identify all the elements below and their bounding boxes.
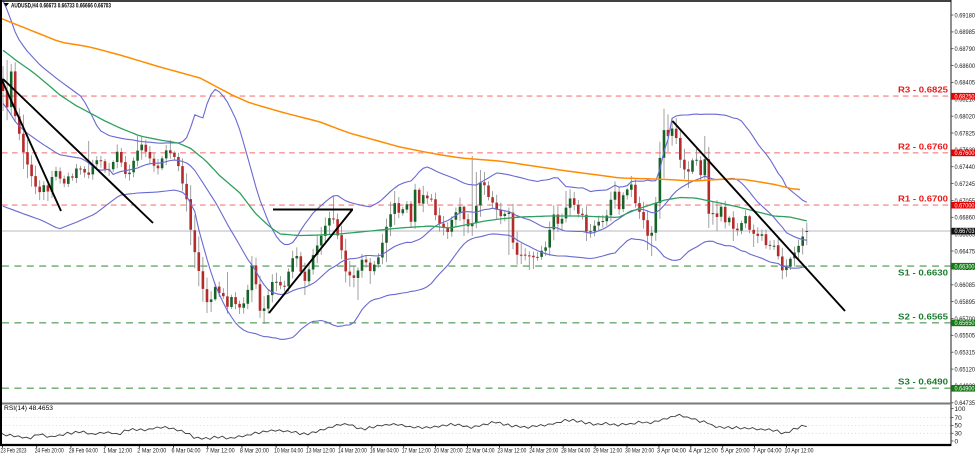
svg-text:17 Mar 12:00: 17 Mar 12:00 (402, 448, 431, 455)
svg-text:0.67825: 0.67825 (955, 130, 975, 137)
svg-text:0.68250: 0.68250 (955, 94, 975, 100)
svg-text:6 Mar 04:00: 6 Mar 04:00 (172, 448, 201, 455)
svg-text:24 Feb 20:00: 24 Feb 20:00 (35, 448, 64, 455)
svg-text:R2 - 0.6760: R2 - 0.6760 (898, 141, 948, 151)
svg-text:0.67440: 0.67440 (955, 164, 975, 171)
svg-text:0.67600: 0.67600 (955, 151, 975, 157)
svg-text:70: 70 (955, 415, 963, 422)
svg-text:0.68020: 0.68020 (955, 114, 975, 121)
svg-text:0.64900: 0.64900 (955, 386, 975, 392)
svg-text:3 Apr 04:00: 3 Apr 04:00 (657, 448, 686, 455)
svg-text:20 Mar 20:00: 20 Mar 20:00 (434, 448, 463, 455)
svg-text:8 Mar 20:00: 8 Mar 20:00 (240, 448, 269, 455)
svg-text:0: 0 (955, 438, 959, 445)
svg-text:0.65120: 0.65120 (955, 366, 975, 373)
svg-text:22 Mar 04:00: 22 Mar 04:00 (466, 448, 495, 455)
svg-text:24 Mar 20:00: 24 Mar 20:00 (529, 448, 558, 455)
svg-text:0.66860: 0.66860 (955, 215, 975, 222)
svg-text:0.67000: 0.67000 (955, 203, 975, 209)
svg-text:0.65895: 0.65895 (955, 299, 975, 306)
svg-text:0.66300: 0.66300 (955, 264, 975, 270)
svg-text:50: 50 (955, 423, 963, 430)
svg-text:1 Mar 12:00: 1 Mar 12:00 (103, 448, 132, 455)
svg-text:0.65505: 0.65505 (955, 333, 975, 340)
svg-text:28 Feb 04:00: 28 Feb 04:00 (69, 448, 98, 455)
svg-text:30 Mar 20:00: 30 Mar 20:00 (625, 448, 654, 455)
svg-text:0.66475: 0.66475 (955, 248, 975, 255)
svg-text:4 Apr 12:00: 4 Apr 12:00 (689, 448, 718, 455)
svg-text:7 Mar 12:00: 7 Mar 12:00 (206, 448, 235, 455)
svg-text:S2 - 0.6565: S2 - 0.6565 (898, 311, 948, 321)
svg-text:13 Mar 12:00: 13 Mar 12:00 (306, 448, 335, 455)
svg-text:0.66703: 0.66703 (955, 229, 975, 235)
svg-text:0.67245: 0.67245 (955, 181, 975, 188)
svg-text:R1 - 0.6700: R1 - 0.6700 (898, 194, 948, 204)
svg-text:29 Mar 12:00: 29 Mar 12:00 (593, 448, 622, 455)
svg-text:23 Mar 12:00: 23 Mar 12:00 (497, 448, 526, 455)
svg-text:0.68790: 0.68790 (955, 46, 975, 53)
svg-text:23 Feb 2023: 23 Feb 2023 (1, 448, 27, 455)
svg-text:10 Mar 04:00: 10 Mar 04:00 (274, 448, 303, 455)
svg-text:0.65315: 0.65315 (955, 350, 975, 357)
svg-text:0.66085: 0.66085 (955, 282, 975, 289)
svg-text:100: 100 (955, 406, 966, 413)
svg-text:0.69180: 0.69180 (955, 12, 975, 19)
svg-text:S1 - 0.6630: S1 - 0.6630 (898, 268, 948, 278)
svg-text:0.68405: 0.68405 (955, 80, 975, 87)
svg-text:16 Mar 04:00: 16 Mar 04:00 (370, 448, 399, 455)
svg-text:30: 30 (955, 431, 963, 438)
svg-text:0.65650: 0.65650 (955, 321, 975, 327)
svg-text:0.68985: 0.68985 (955, 29, 975, 36)
svg-text:2 Mar 20:00: 2 Mar 20:00 (137, 448, 166, 455)
svg-text:10 Apr 12:00: 10 Apr 12:00 (785, 448, 814, 455)
svg-text:R3 - 0.6825: R3 - 0.6825 (898, 85, 948, 95)
svg-text:RSI(14) 48.4653: RSI(14) 48.4653 (4, 405, 53, 412)
svg-text:28 Mar 04:00: 28 Mar 04:00 (561, 448, 590, 455)
svg-text:AUDUSD,H4 0.66673 0.66733 0.6: AUDUSD,H4 0.66673 0.66733 0.66666 0.6670… (11, 3, 111, 10)
svg-text:7 Apr 04:00: 7 Apr 04:00 (753, 448, 782, 455)
svg-text:14 Mar 20:00: 14 Mar 20:00 (338, 448, 367, 455)
svg-text:S3 - 0.6490: S3 - 0.6490 (898, 377, 948, 387)
svg-text:0.68600: 0.68600 (955, 63, 975, 70)
svg-text:5 Apr 20:00: 5 Apr 20:00 (721, 448, 750, 455)
